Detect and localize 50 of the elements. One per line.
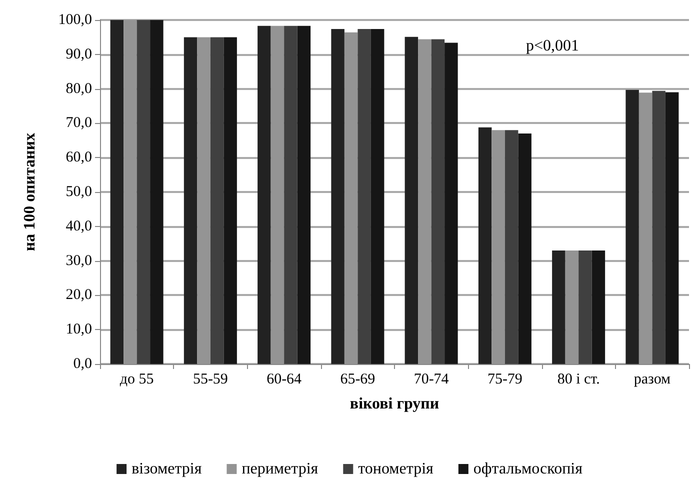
- bar: [110, 20, 124, 364]
- bar: [431, 39, 445, 364]
- y-tick-label: 30,0: [66, 252, 92, 269]
- bar: [370, 28, 384, 364]
- bar: [358, 28, 371, 364]
- x-tick-label: 65-69: [340, 372, 376, 388]
- bar: [518, 134, 532, 364]
- bar: [210, 37, 224, 364]
- y-tick-label: 80,0: [66, 80, 92, 97]
- bar: [592, 250, 606, 364]
- annotation: p<0,001: [526, 38, 580, 54]
- bar: [444, 42, 458, 364]
- y-tick-label: 100,0: [58, 12, 92, 28]
- bar: [297, 26, 311, 364]
- y-tick-label: 40,0: [66, 218, 92, 234]
- bar: [224, 37, 237, 364]
- bar: [552, 250, 566, 364]
- y-tick-label: 50,0: [66, 184, 92, 200]
- bar: [136, 20, 150, 364]
- bar: [504, 130, 518, 364]
- y-tick-label: 0,0: [73, 356, 92, 372]
- bar: [184, 37, 198, 364]
- x-tick-label: до 55: [120, 372, 154, 388]
- x-tick-label: 55-59: [192, 372, 228, 388]
- y-tick-label: 60,0: [66, 150, 92, 166]
- bar: [331, 28, 344, 364]
- bar: [258, 26, 271, 364]
- legend-label: офтальмоскопія: [473, 460, 584, 478]
- legend-label: тонометрія: [358, 460, 434, 478]
- bar: [478, 127, 492, 364]
- y-axis-title: на 100 опитаних: [22, 132, 38, 252]
- x-tick-label: 60-64: [266, 372, 302, 388]
- x-tick-label: разом: [634, 372, 672, 388]
- bar: [284, 26, 298, 364]
- bar: [626, 90, 639, 364]
- x-tick-label: 80 і ст.: [557, 372, 600, 388]
- legend-label: периметрія: [242, 460, 319, 478]
- bar: [578, 250, 592, 364]
- bar: [150, 20, 164, 364]
- x-tick-label: 75-79: [487, 372, 522, 388]
- bar: [652, 90, 666, 364]
- x-tick-label: 70-74: [414, 372, 450, 388]
- y-tick-label: 20,0: [66, 287, 92, 304]
- y-tick-label: 90,0: [66, 46, 92, 62]
- x-axis-title: вікові групи: [350, 396, 440, 412]
- legend-label: візометрія: [132, 460, 202, 478]
- bar: [404, 36, 418, 364]
- y-tick-label: 10,0: [66, 322, 92, 338]
- bar: [665, 92, 679, 364]
- y-tick-label: 70,0: [66, 115, 92, 132]
